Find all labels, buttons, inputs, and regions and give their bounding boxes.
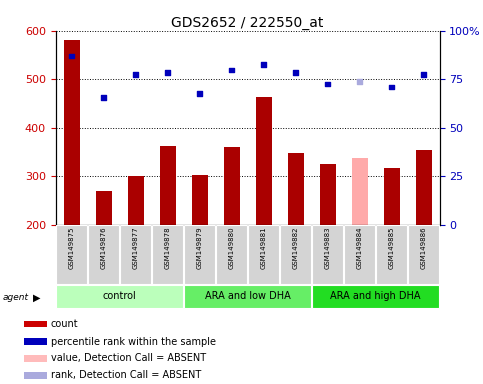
- Bar: [376, 225, 407, 284]
- Bar: [128, 176, 143, 225]
- Bar: [24, 338, 46, 345]
- Bar: [159, 146, 175, 225]
- Text: value, Detection Call = ABSENT: value, Detection Call = ABSENT: [51, 353, 206, 364]
- Point: [132, 71, 140, 78]
- Text: GSM149882: GSM149882: [293, 227, 298, 269]
- Text: ARA and low DHA: ARA and low DHA: [205, 291, 290, 301]
- Bar: [184, 285, 311, 308]
- Point: [260, 61, 268, 68]
- Bar: [24, 355, 46, 362]
- Point: [388, 84, 396, 90]
- Bar: [320, 164, 336, 225]
- Point: [99, 94, 107, 101]
- Text: count: count: [51, 319, 78, 329]
- Bar: [192, 175, 208, 225]
- Text: GSM149880: GSM149880: [228, 227, 235, 269]
- Bar: [120, 225, 151, 284]
- Point: [420, 71, 427, 78]
- Bar: [216, 225, 247, 284]
- Bar: [408, 225, 439, 284]
- Text: GSM149886: GSM149886: [421, 227, 426, 269]
- Point: [68, 53, 75, 59]
- Bar: [224, 147, 240, 225]
- Bar: [24, 372, 46, 379]
- Point: [324, 81, 331, 87]
- Bar: [312, 285, 439, 308]
- Point: [227, 67, 235, 73]
- Text: GSM149877: GSM149877: [132, 227, 139, 269]
- Bar: [56, 285, 183, 308]
- Bar: [56, 225, 87, 284]
- Bar: [64, 40, 80, 225]
- Text: GSM149878: GSM149878: [165, 227, 170, 269]
- Text: GSM149881: GSM149881: [260, 227, 267, 269]
- Text: rank, Detection Call = ABSENT: rank, Detection Call = ABSENT: [51, 370, 201, 380]
- Bar: [415, 150, 431, 225]
- Bar: [88, 225, 119, 284]
- Text: percentile rank within the sample: percentile rank within the sample: [51, 337, 216, 347]
- Bar: [152, 225, 183, 284]
- Bar: [248, 225, 279, 284]
- Text: GSM149885: GSM149885: [388, 227, 395, 269]
- Point: [164, 70, 171, 76]
- Point: [292, 70, 299, 76]
- Text: GSM149883: GSM149883: [325, 227, 330, 269]
- Text: agent: agent: [2, 293, 28, 302]
- Bar: [280, 225, 311, 284]
- Text: control: control: [103, 291, 136, 301]
- Text: ARA and high DHA: ARA and high DHA: [330, 291, 421, 301]
- Bar: [384, 169, 399, 225]
- Bar: [184, 225, 215, 284]
- Bar: [96, 191, 112, 225]
- Text: GSM149876: GSM149876: [100, 227, 107, 269]
- Bar: [287, 153, 303, 225]
- Text: ▶: ▶: [33, 293, 41, 303]
- Bar: [344, 225, 375, 284]
- Text: GSM149879: GSM149879: [197, 227, 202, 269]
- Text: GSM149875: GSM149875: [69, 227, 74, 269]
- Title: GDS2652 / 222550_at: GDS2652 / 222550_at: [171, 16, 324, 30]
- Bar: [312, 225, 343, 284]
- Bar: [256, 97, 271, 225]
- Point: [355, 79, 363, 85]
- Bar: [352, 158, 368, 225]
- Text: GSM149884: GSM149884: [356, 227, 363, 269]
- Bar: [24, 321, 46, 328]
- Point: [196, 91, 203, 97]
